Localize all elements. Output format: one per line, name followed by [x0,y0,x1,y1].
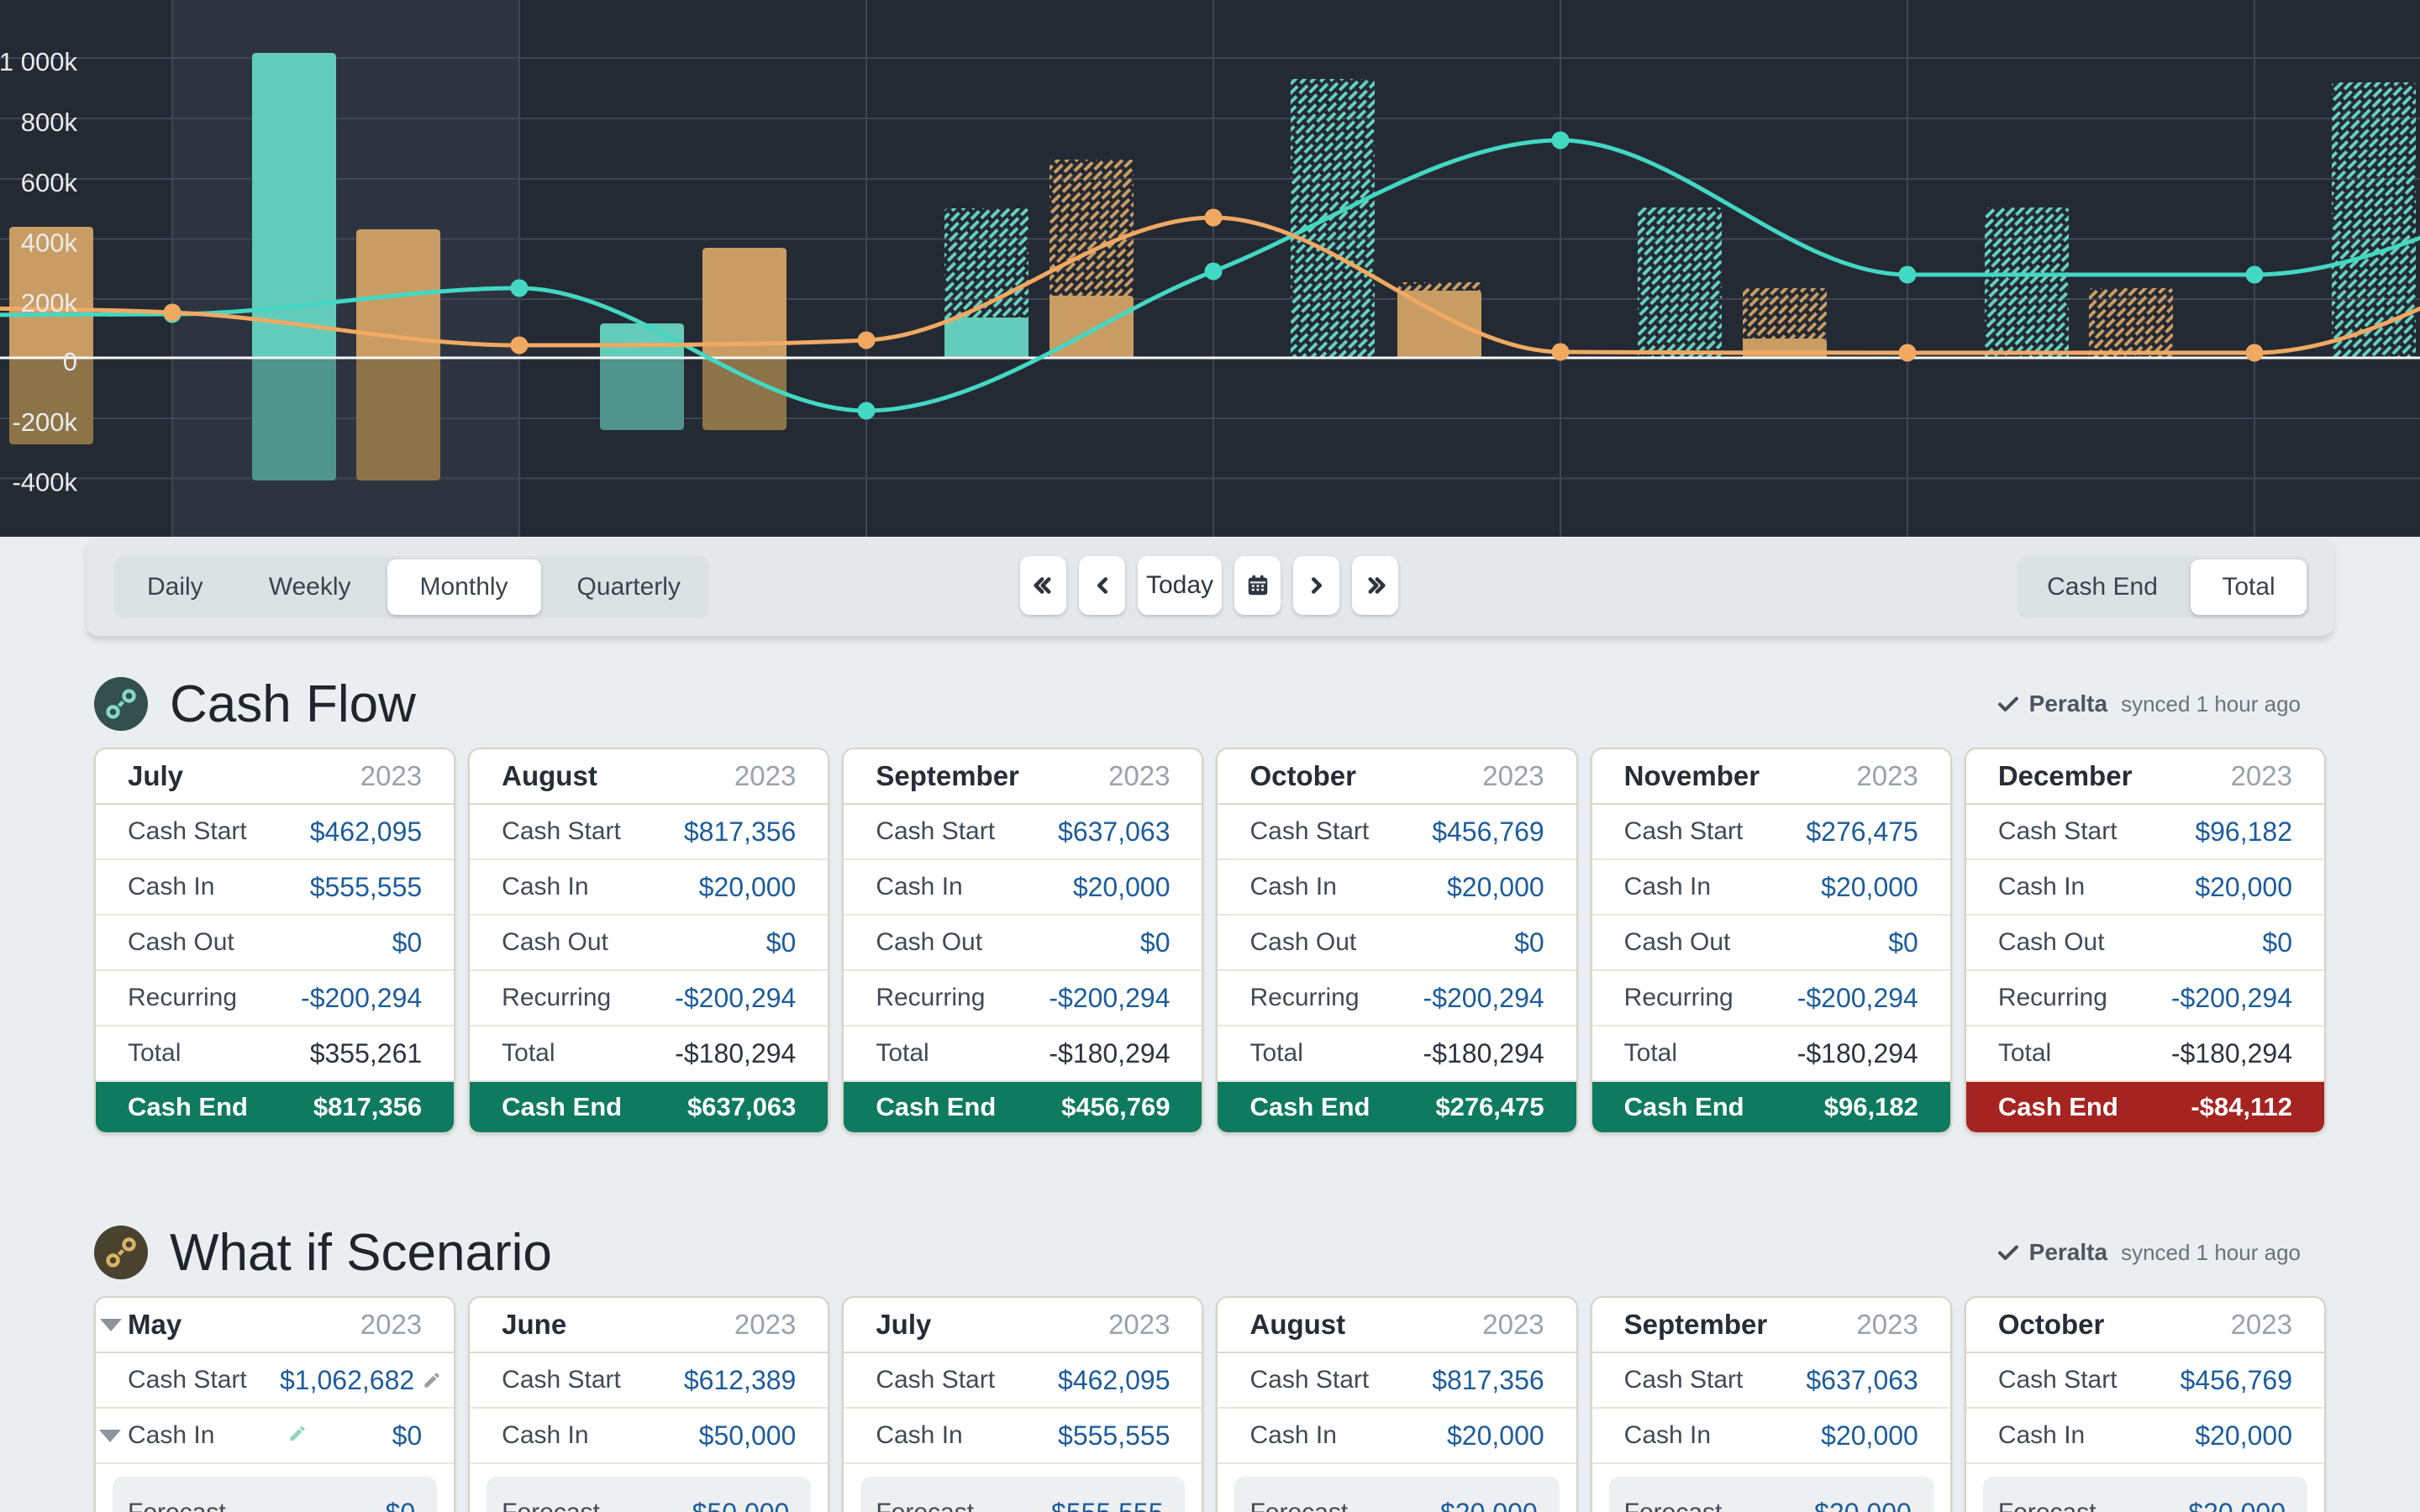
svg-text:0: 0 [63,347,77,376]
svg-text:-400k: -400k [12,468,77,497]
svg-text:400k: 400k [21,228,78,258]
svg-text:1 000k: 1 000k [0,47,77,76]
svg-text:-200k: -200k [12,407,77,437]
svg-text:600k: 600k [21,168,78,197]
svg-text:800k: 800k [21,108,78,137]
svg-text:200k: 200k [21,288,78,318]
